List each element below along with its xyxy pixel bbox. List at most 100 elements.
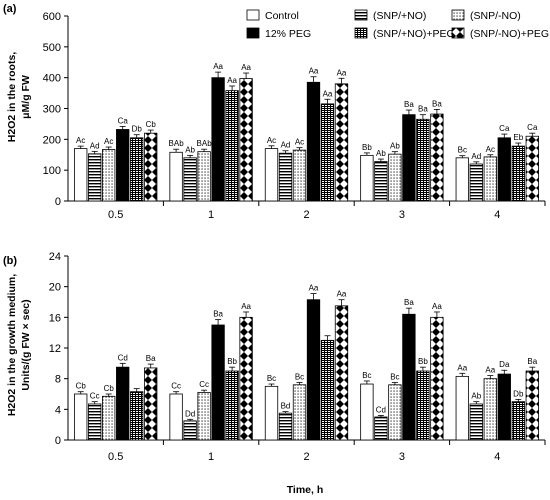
panel-a-significance-label: Bc <box>458 146 467 155</box>
panel-a-bar-control <box>74 148 88 202</box>
panel-a-significance-label: Ac <box>295 138 304 147</box>
panel-b-ytick-label: 16 <box>49 312 61 324</box>
panel-a-significance-label: Ba <box>432 99 442 108</box>
panel-b-significance-label: Bc <box>362 371 371 380</box>
panel-a-significance-label: Aa <box>323 89 333 98</box>
panel-a-significance-label: Aa <box>213 62 223 71</box>
panel-b-bar-snp-minus-no <box>102 395 116 441</box>
panel-a-significance-label: Ac <box>486 145 495 154</box>
panel-a-significance-label: Ca <box>499 124 510 133</box>
panel-a-xtick-label: 3 <box>399 209 405 221</box>
panel-a-bar-control <box>360 154 374 202</box>
panel-a-ytick-label: 100 <box>43 165 61 177</box>
panel-a-bar-peg-12 <box>497 137 511 202</box>
panel-b-ytick-label: 24 <box>49 251 61 263</box>
panel-b-significance-label: Db <box>513 389 524 398</box>
panel-a-significance-label: Aa <box>337 68 347 77</box>
panel-b-significance-label: Bb <box>227 357 237 366</box>
panel-a-xtick-label: 2 <box>303 209 309 221</box>
panel-b-significance-label: Cd <box>376 405 386 414</box>
panel-a-bar-snp-plus-no <box>278 152 293 202</box>
panel-a-bar-snp-minus-no <box>292 149 307 202</box>
panel-a-significance-label: Ad <box>281 141 291 150</box>
panel-a-bar-snp-minus-no-peg <box>525 135 539 202</box>
panel-a-bar-snp-plus-no <box>469 163 483 202</box>
panel-b-bar-snp-minus-no-peg <box>239 316 253 441</box>
panel-b-significance-label: Bc <box>295 373 304 382</box>
panel-a-bar-snp-minus-no-peg <box>430 113 444 202</box>
panel-b-bar-peg-12 <box>402 313 416 441</box>
panel-a-significance-label: Ad <box>90 141 100 150</box>
panel-b-xtick-label: 2 <box>303 451 309 463</box>
panel-b-significance-label: Ba <box>404 298 414 307</box>
legend-swatch-snp-minus-no-peg <box>451 27 465 39</box>
panel-b-bar-snp-plus-no-peg <box>511 401 525 441</box>
legend-swatch-snp-minus-no <box>451 9 465 21</box>
panel-a-bar-snp-minus-no-peg <box>144 132 158 202</box>
panel-b-ylabel-line2: Units/(g FW × sec) <box>20 299 32 390</box>
panel-a-xtick-label: 0.5 <box>108 209 123 221</box>
panel-a-significance-label: Aa <box>309 67 319 76</box>
panel-b-significance-label: Aa <box>485 366 495 375</box>
panel-a-significance-label: Eb <box>513 133 523 142</box>
panel-a-ylabel-line2: μM/g FW <box>20 75 32 119</box>
panel-a-significance-label: Ac <box>104 137 113 146</box>
panel-a-significance-label: Bb <box>362 143 372 152</box>
panel-a-bar-snp-plus-no <box>88 153 102 202</box>
panel-a-label: (a) <box>3 3 17 15</box>
panel-a-bar-peg-12 <box>116 129 130 202</box>
panel-a-bar-snp-minus-no <box>102 149 116 202</box>
panel-a-bar-snp-minus-no-peg <box>334 83 349 202</box>
panel-b-bar-snp-plus-no-peg <box>130 391 144 441</box>
legend-label-snp-plus-no-peg: (SNP/+NO)+PEG <box>373 28 455 40</box>
panel-a-bar-snp-plus-no <box>183 157 197 202</box>
panel-b-xtick-label: 1 <box>208 451 214 463</box>
panel-b-ytick-label: 0 <box>55 435 61 447</box>
panel-b-bar-snp-minus-no <box>292 384 307 441</box>
panel-b-significance-label: Bd <box>281 402 291 411</box>
panel-b-xtick-label: 0.5 <box>108 451 123 463</box>
panel-a-bar-peg-12 <box>211 77 225 202</box>
panel-a-significance-label: Ac <box>267 136 276 145</box>
panel-a-ytick-label: 300 <box>43 104 61 116</box>
panel-a-bar-snp-plus-no-peg <box>130 137 144 202</box>
legend-label-control: Control <box>265 10 299 22</box>
panel-b-ylabel-line1: H2O2 in the growth medium, <box>6 274 18 416</box>
panel-b-significance-label: Cc <box>90 392 100 401</box>
panel-b-significance-label: Ab <box>471 392 481 401</box>
panel-a-ytick-label: 200 <box>43 134 61 146</box>
panel-a-significance-label: Ba <box>418 105 428 114</box>
panel-a-significance-label: Db <box>132 125 143 134</box>
panel-b-bar-snp-minus-no <box>388 384 402 441</box>
panel-b-bar-peg-12 <box>211 324 225 441</box>
panel-b-significance-label: Ba <box>146 354 156 363</box>
panel-a-bar-peg-12 <box>402 114 416 202</box>
panel-a-ytick-label: 500 <box>43 42 61 54</box>
legend-swatch-snp-plus-no-peg <box>354 27 368 39</box>
panel-a-bar-control <box>455 157 469 202</box>
panel-b-bar-snp-plus-no-peg <box>320 339 335 441</box>
panel-b-bar-snp-minus-no-peg <box>334 305 349 441</box>
panel-b-significance-label: Cd <box>118 353 128 362</box>
panel-b-ytick-label: 8 <box>55 374 61 386</box>
panel-a-ytick-label: 400 <box>43 73 61 85</box>
panel-a-xtick-label: 4 <box>494 209 500 221</box>
panel-b-significance-label: Aa <box>337 290 347 299</box>
panel-a-significance-label: BAb <box>169 139 185 148</box>
panel-b-bar-snp-minus-no-peg <box>430 316 444 441</box>
panel-b-bar-snp-minus-no <box>483 378 497 441</box>
panel-a-ytick-label: 0 <box>55 196 61 208</box>
panel-a-significance-label: Ab <box>185 145 195 154</box>
panel-b-significance-label: Ba <box>527 357 537 366</box>
panel-b-bar-peg-12 <box>116 366 130 441</box>
panel-a-bar-snp-minus-no <box>483 156 497 202</box>
panel-a-significance-label: Ab <box>390 142 400 151</box>
panel-b-ytick-label: 20 <box>49 282 61 294</box>
panel-a-bar-snp-plus-no-peg <box>320 103 335 202</box>
panel-a-significance-label: Ca <box>527 123 538 132</box>
panel-a-ytick-label: 600 <box>43 11 61 23</box>
panel-b-xtick-label: 4 <box>494 451 500 463</box>
panel-b-bar-control <box>74 393 88 441</box>
